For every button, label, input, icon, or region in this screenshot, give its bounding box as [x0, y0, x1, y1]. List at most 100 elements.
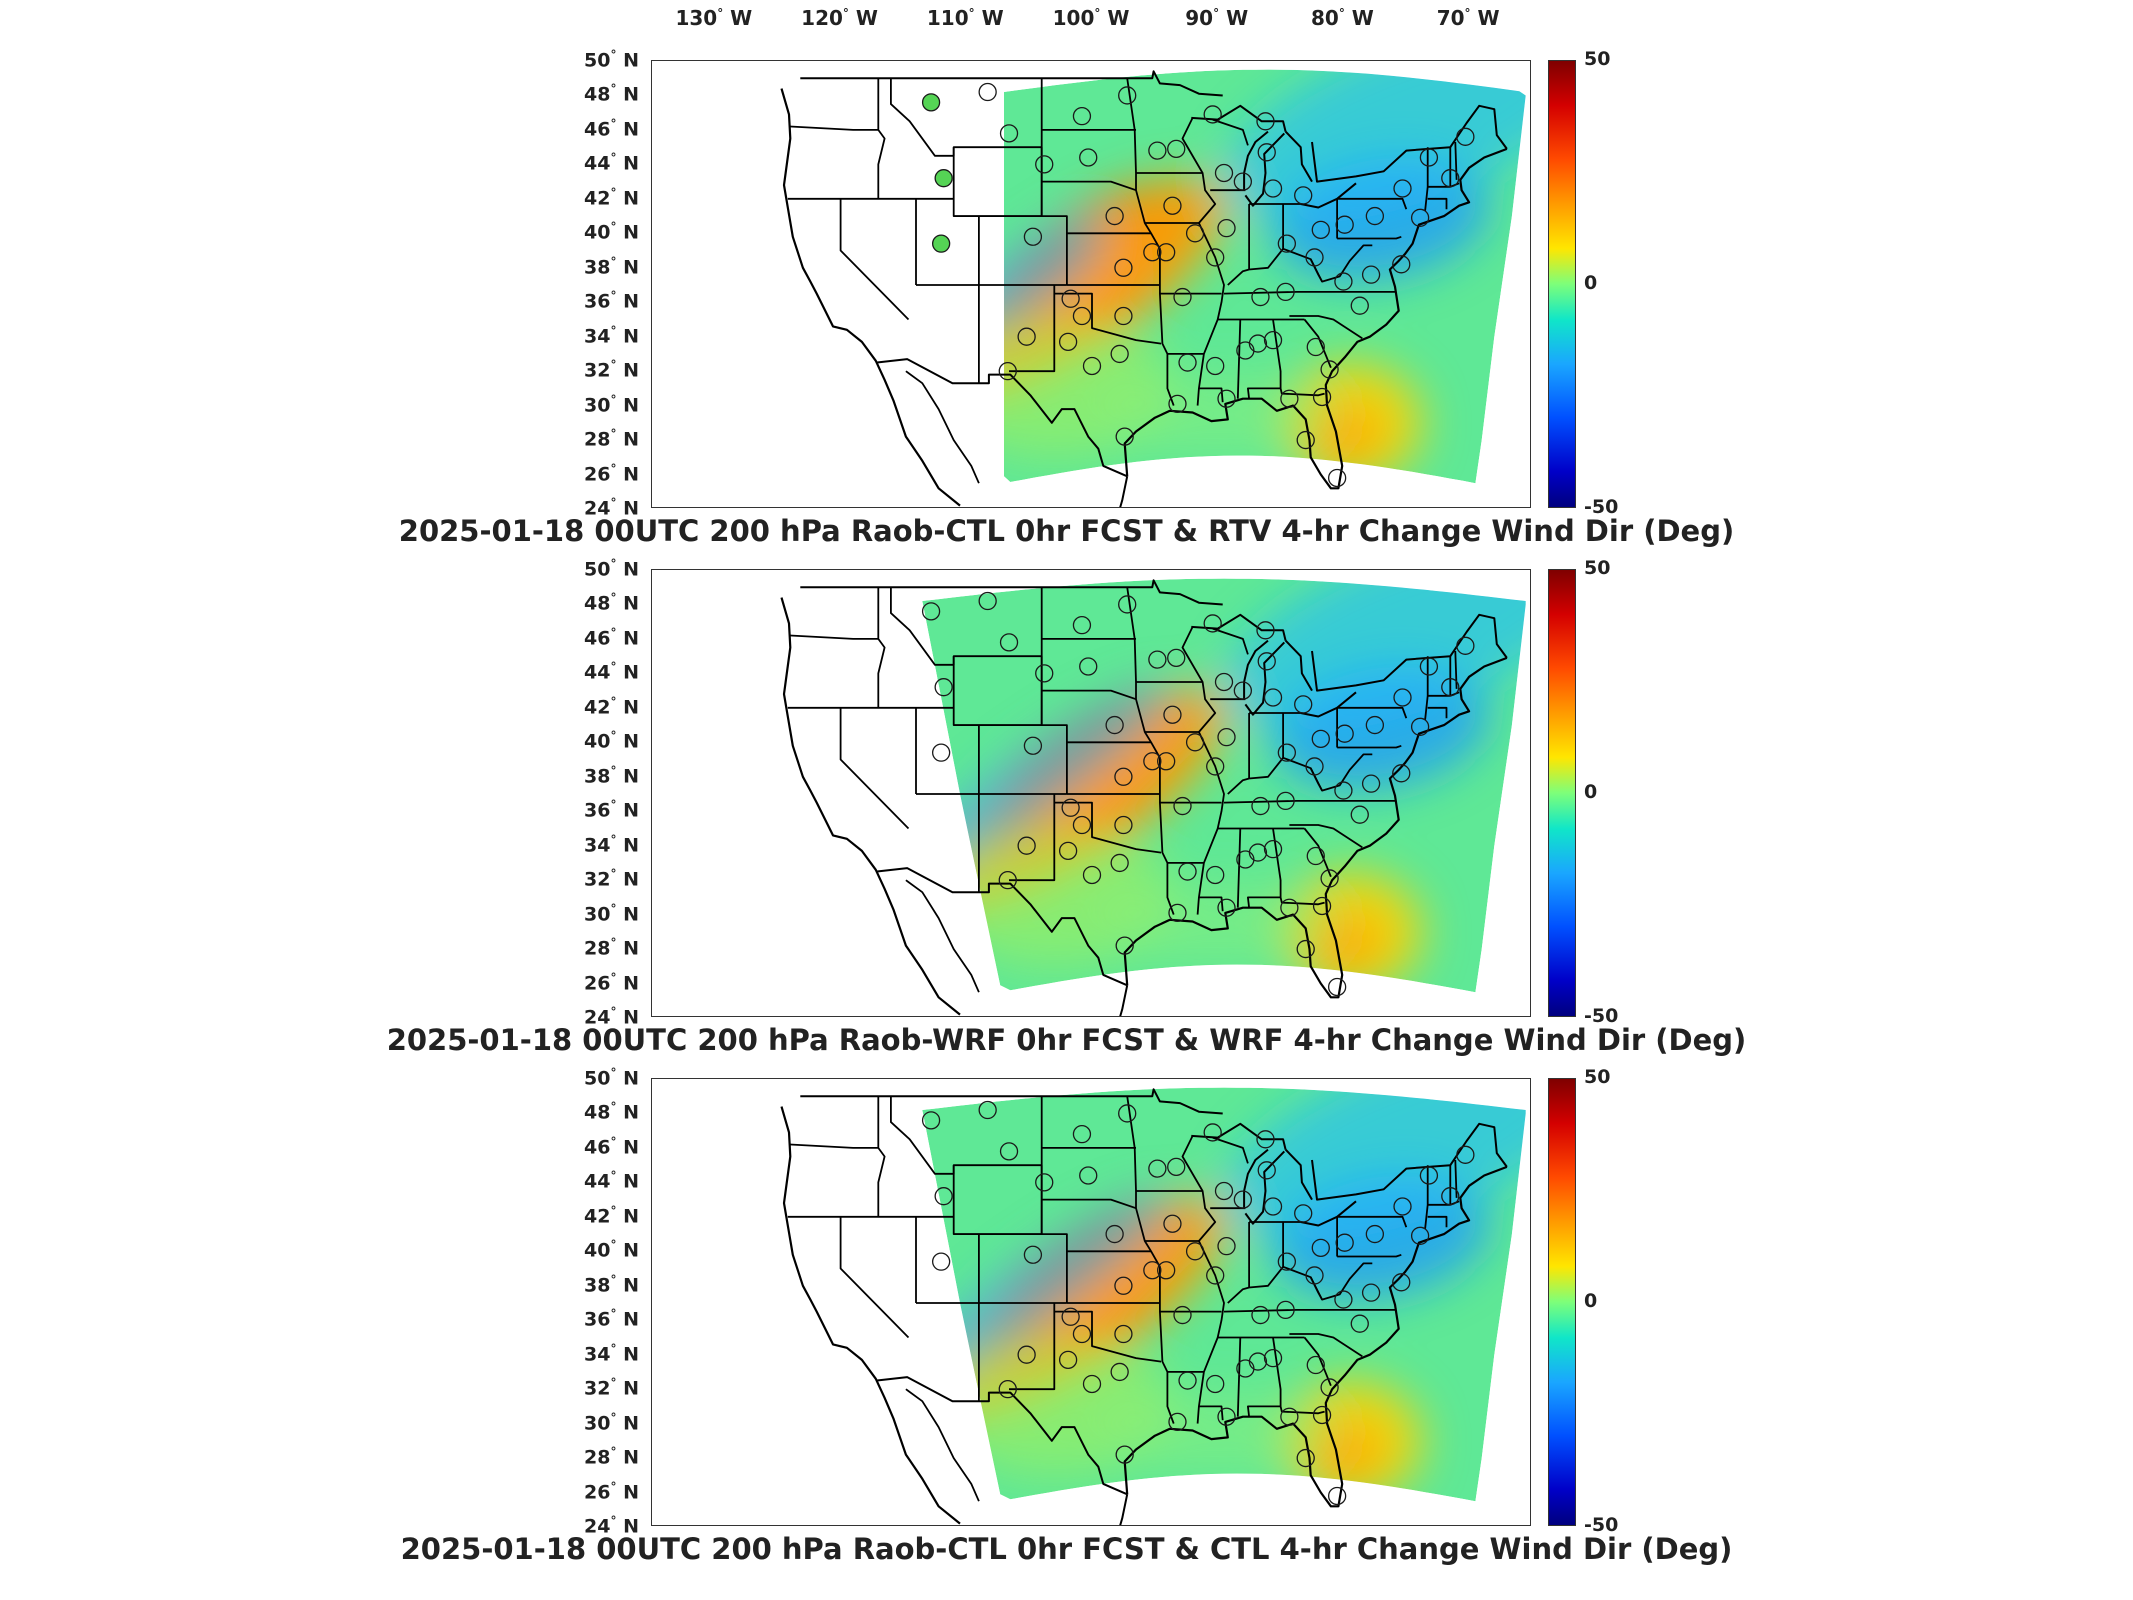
country-border — [800, 1088, 1223, 1115]
state-border — [877, 78, 886, 199]
raob-station-marker — [1178, 862, 1197, 881]
state-border — [1009, 285, 1056, 373]
state-border — [877, 587, 886, 708]
state-border — [953, 724, 1068, 794]
raob-station-marker — [1335, 1233, 1354, 1252]
raob-station-marker — [1168, 394, 1187, 414]
raob-station-marker — [1311, 729, 1330, 749]
colorbar-tick-label: -50 — [1584, 496, 1619, 518]
raob-station-marker — [934, 1187, 953, 1206]
raob-station-marker — [999, 1142, 1019, 1161]
latitude-tick-label: 32° N — [584, 358, 639, 382]
state-border — [1126, 78, 1175, 406]
longitude-tick-label: 100° W — [1052, 6, 1130, 30]
raob-station-marker — [1082, 356, 1102, 376]
country-border — [876, 358, 1128, 478]
state-border — [1279, 388, 1325, 397]
state-border — [1041, 1198, 1137, 1210]
raob-station-marker — [1017, 836, 1036, 855]
raob-station-marker — [1233, 1190, 1253, 1209]
raob-station-marker — [1251, 796, 1270, 816]
raob-station-marker — [1115, 1445, 1134, 1464]
raob-station-marker — [1419, 148, 1439, 167]
latitude-tick-label: 48° N — [584, 82, 639, 106]
raob-station-marker — [1248, 1352, 1268, 1371]
colorbar — [1548, 60, 1576, 508]
state-border — [1041, 689, 1137, 701]
state-border — [1303, 827, 1332, 878]
raob-station-marker — [1203, 614, 1222, 633]
latitude-tick-label: 26° N — [584, 970, 639, 994]
raob-station-marker — [1035, 664, 1054, 683]
raob-station-marker — [1058, 841, 1078, 861]
colorbar-tick-label: 0 — [1584, 272, 1598, 294]
raob-station-marker — [1114, 767, 1133, 786]
lake-shoreline — [1300, 182, 1357, 209]
raob-station-marker — [1305, 757, 1324, 776]
state-border — [839, 1216, 910, 1339]
coastline — [1119, 985, 1129, 1016]
wind-direction-map — [780, 69, 1526, 507]
raob-station-marker — [1217, 218, 1236, 238]
state-border — [1126, 587, 1175, 915]
raob-station-marker — [1306, 846, 1325, 866]
raob-station-marker — [1327, 977, 1347, 997]
raob-station-marker — [1320, 360, 1339, 379]
raob-station-marker — [1061, 1307, 1080, 1326]
raob-station-marker — [1115, 936, 1134, 955]
wind-direction-map — [780, 578, 1526, 1016]
raob-station-marker — [1276, 1300, 1295, 1320]
raob-station-marker — [1217, 898, 1236, 917]
raob-station-marker — [1392, 764, 1411, 783]
field-anomaly — [1097, 883, 1338, 964]
raob-station-marker — [1305, 248, 1324, 267]
raob-station-marker — [1320, 1378, 1339, 1397]
raob-station-marker — [1217, 389, 1236, 408]
raob-station-marker — [998, 871, 1017, 890]
coastline — [1123, 656, 1508, 999]
state-border — [790, 1143, 879, 1149]
state-border — [1212, 1136, 1249, 1164]
raob-station-marker — [1217, 1236, 1236, 1256]
raob-station-marker — [1334, 272, 1353, 291]
raob-station-marker — [1143, 752, 1162, 771]
raob-station-marker — [1263, 839, 1283, 859]
raob-station-marker — [1114, 1276, 1133, 1295]
state-border — [1054, 1310, 1162, 1363]
raob-station-marker — [1263, 179, 1283, 198]
raob-station-marker — [1214, 672, 1234, 692]
latitude-tick-label: 38° N — [584, 763, 639, 788]
lake-shoreline — [1284, 639, 1313, 692]
state-border — [1198, 896, 1224, 912]
state-border — [1289, 1333, 1363, 1358]
raob-station-marker — [1294, 186, 1313, 205]
raob-station-marker — [1456, 1145, 1475, 1164]
coastline — [905, 1388, 980, 1502]
longitude-tick-label: 130° W — [675, 6, 753, 30]
raob-station-marker — [1280, 1407, 1299, 1426]
colorbar-tick-label: 50 — [1584, 48, 1611, 70]
coastline — [905, 370, 980, 484]
coastline — [905, 879, 980, 993]
state-border — [1337, 197, 1408, 210]
state-border — [953, 215, 1068, 285]
raob-station-marker — [1361, 1283, 1381, 1302]
raob-station-marker — [1334, 781, 1353, 800]
latitude-tick-label: 40° N — [584, 220, 639, 244]
raob-station-marker — [1023, 227, 1043, 246]
state-border — [953, 1233, 1068, 1303]
raob-station-marker — [1312, 896, 1332, 916]
panel-title: 2025-01-18 00UTC 200 hPa Raob-CTL 0hr FC… — [400, 1532, 1733, 1566]
raob-station-marker — [1105, 1224, 1124, 1244]
latitude-tick-label: 48° N — [584, 591, 639, 615]
latitude-tick-label: 40° N — [584, 1238, 639, 1262]
state-border — [839, 198, 910, 321]
latitude-tick-label: 34° N — [584, 323, 639, 348]
raob-station-marker — [1035, 155, 1054, 174]
raob-station-marker — [1248, 843, 1268, 862]
raob-station-marker — [1257, 652, 1276, 671]
raob-station-marker — [998, 362, 1017, 381]
lake-shoreline — [1244, 132, 1286, 207]
raob-station-marker — [978, 591, 997, 611]
raob-station-marker — [921, 93, 941, 112]
